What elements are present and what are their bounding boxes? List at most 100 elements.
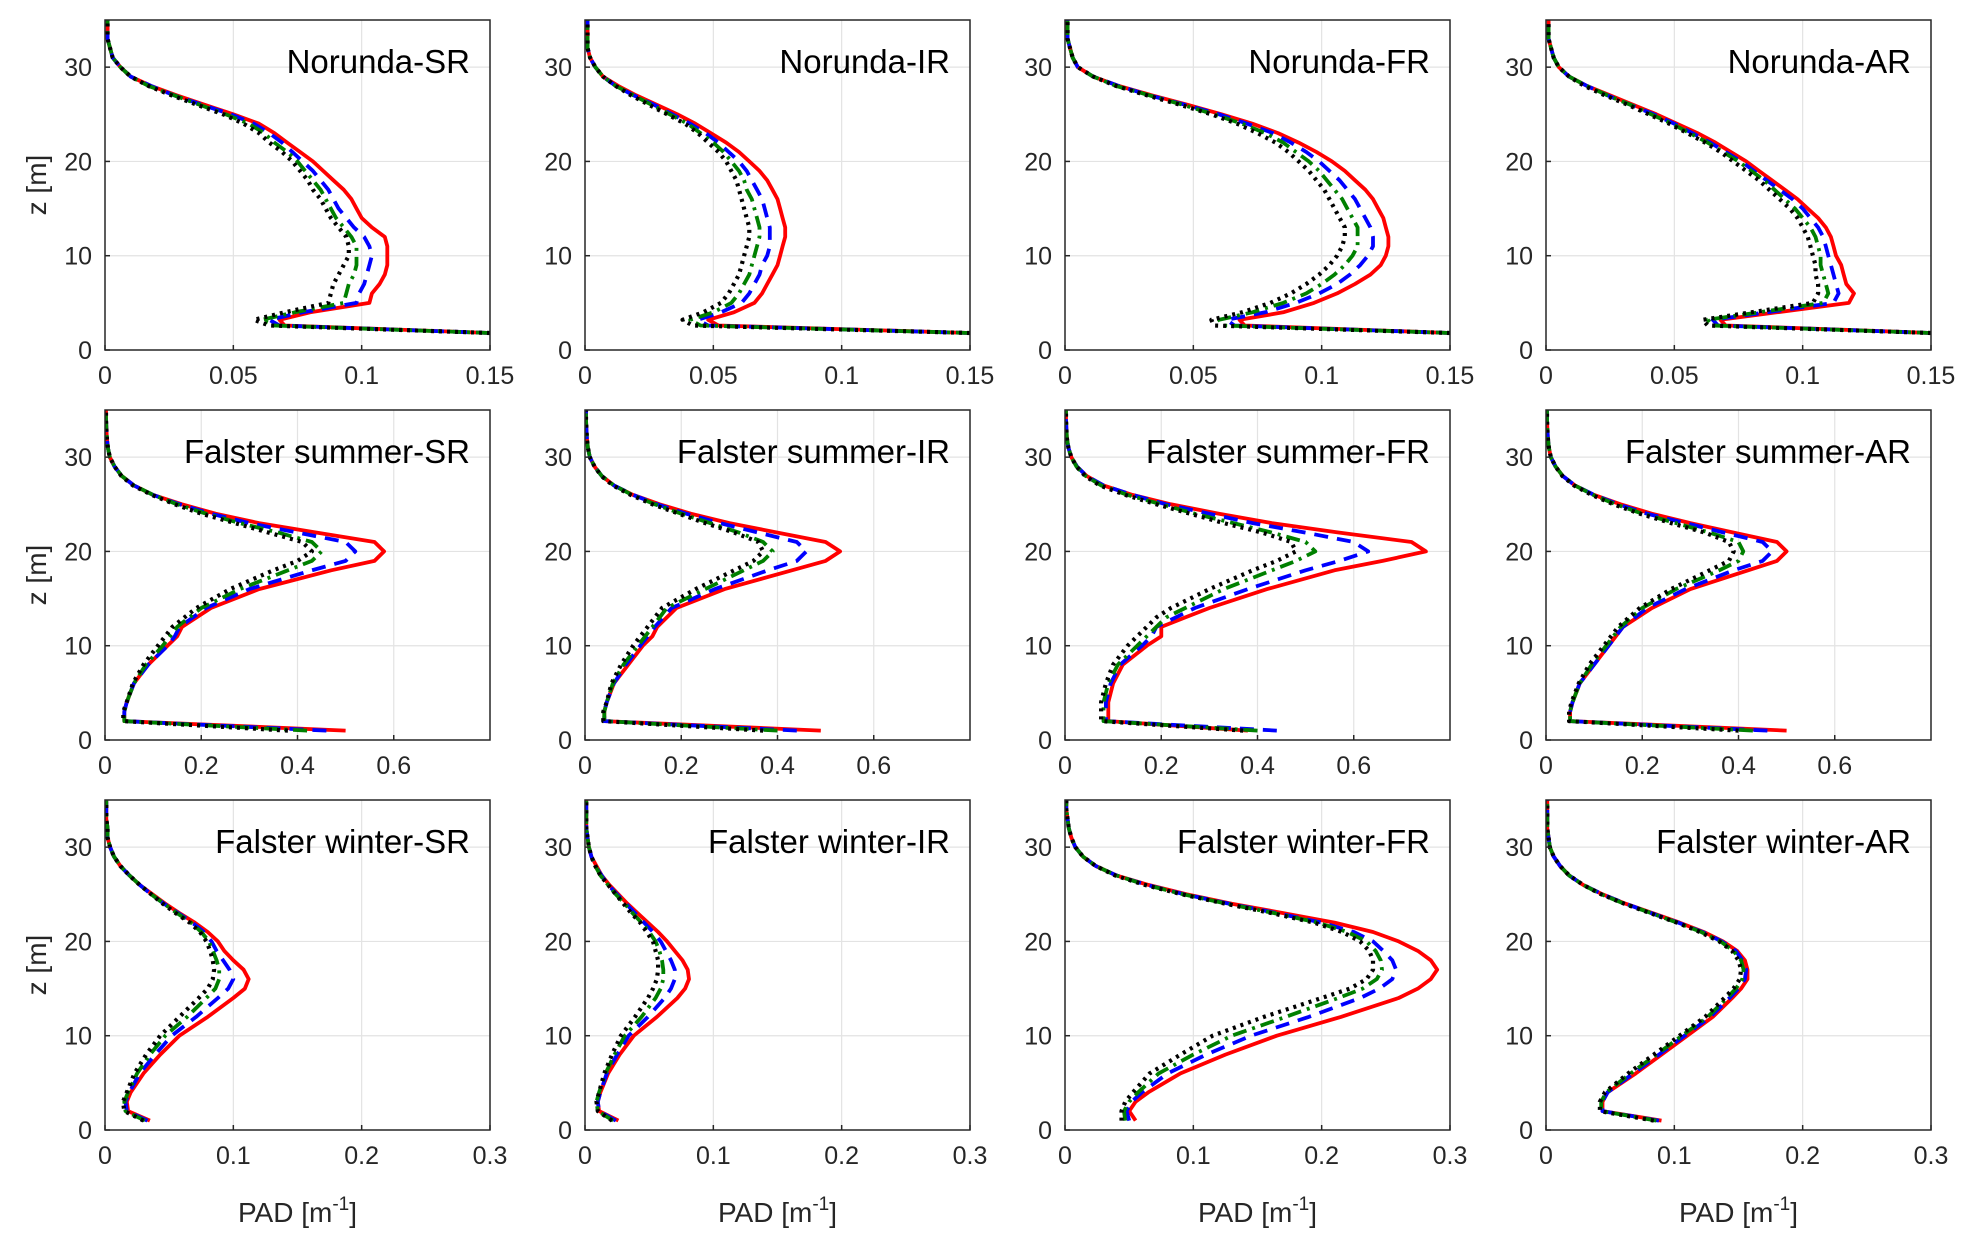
axes-frame (104, 19, 491, 351)
y-tick-label: 20 (64, 148, 92, 176)
x-tick-label: 0.6 (1817, 752, 1852, 780)
panel-title: Falster summer-SR (184, 433, 470, 470)
axes-frame (1545, 19, 1932, 351)
plot-area (105, 20, 490, 350)
plot-area (105, 800, 490, 1130)
x-tick-label: 0 (1058, 752, 1072, 780)
x-tick-label: 0.2 (184, 752, 219, 780)
y-tick-label: 30 (64, 54, 92, 82)
x-tick-label: 0.1 (216, 1142, 251, 1170)
x-tick-label: 0.2 (1144, 752, 1179, 780)
x-axis-label: PAD [m-1] (238, 1194, 357, 1228)
axes-frame (104, 799, 491, 1131)
y-tick-label: 0 (1519, 727, 1533, 755)
y-axis-label: z [m] (21, 155, 52, 216)
x-tick-label: 0.3 (953, 1142, 988, 1170)
panel-title: Falster winter-SR (215, 823, 470, 860)
panel-title: Norunda-SR (287, 43, 470, 80)
y-tick-label: 20 (544, 928, 572, 956)
y-tick-label: 20 (1505, 928, 1533, 956)
plot-area (585, 20, 970, 350)
x-tick-label: 0.1 (1785, 362, 1820, 390)
series-line-s4 (105, 410, 314, 733)
x-tick-label: 0 (1539, 1142, 1553, 1170)
x-tick-label: 0.05 (689, 362, 738, 390)
y-tick-label: 0 (78, 1117, 92, 1145)
y-tick-label: 10 (64, 243, 92, 271)
y-tick-label: 30 (544, 444, 572, 472)
panel-title: Falster summer-AR (1625, 433, 1911, 470)
panel-2-1: 0 0.1 0.2 0.3 0 10 20 30 Falster winter-IR PAD [m… (544, 799, 988, 1228)
y-tick-label: 30 (1505, 444, 1533, 472)
axes-frame (1064, 19, 1451, 351)
panel-0-1: 0 0.05 0.1 0.15 0 10 20 30 Norunda-IR (544, 19, 994, 390)
x-tick-label: 0.6 (376, 752, 411, 780)
series-line-s4 (1546, 800, 1744, 1123)
panel-2-3: 0 0.1 0.2 0.3 0 10 20 30 Falster winter-AR PAD [m… (1505, 799, 1949, 1228)
series-line-s4 (1065, 20, 1450, 336)
y-tick-label: 10 (1024, 1023, 1052, 1051)
y-axis-label: z [m] (21, 935, 52, 996)
x-tick-label: 0.3 (1433, 1142, 1468, 1170)
y-tick-label: 20 (64, 928, 92, 956)
x-tick-label: 0.2 (1785, 1142, 1820, 1170)
y-tick-label: 30 (544, 54, 572, 82)
y-axis-label: z [m] (21, 545, 52, 606)
y-tick-label: 20 (1024, 538, 1052, 566)
x-tick-label: 0.05 (1650, 362, 1699, 390)
x-tick-label: 0 (578, 752, 592, 780)
x-tick-label: 0.1 (1304, 362, 1339, 390)
series-line-s4 (105, 800, 217, 1123)
panel-0-0: 0 0.05 0.1 0.15 0 10 20 30 Norunda-SR z [m] (21, 19, 514, 390)
y-tick-label: 10 (64, 633, 92, 661)
panel-1-1: 0 0.2 0.4 0.6 0 10 20 30 Falster summer-IR (544, 409, 971, 780)
x-axis-label: PAD [m-1] (1198, 1194, 1317, 1228)
y-tick-label: 20 (544, 538, 572, 566)
y-tick-label: 30 (1505, 834, 1533, 862)
x-tick-label: 0 (1539, 752, 1553, 780)
series-line-s2 (585, 800, 677, 1123)
x-tick-label: 0.05 (209, 362, 258, 390)
y-tick-label: 0 (78, 337, 92, 365)
panel-1-2: 0 0.2 0.4 0.6 0 10 20 30 Falster summer-FR (1024, 409, 1451, 780)
y-tick-label: 20 (1505, 148, 1533, 176)
y-tick-label: 30 (1024, 54, 1052, 82)
y-tick-label: 0 (1519, 1117, 1533, 1145)
x-tick-label: 0.1 (824, 362, 859, 390)
y-tick-label: 20 (1024, 148, 1052, 176)
x-tick-label: 0.4 (1240, 752, 1275, 780)
x-tick-label: 0.1 (696, 1142, 731, 1170)
x-tick-label: 0 (1058, 1142, 1072, 1170)
x-tick-label: 0.2 (1625, 752, 1660, 780)
x-tick-label: 0 (98, 362, 112, 390)
plot-area (1546, 20, 1931, 350)
y-tick-label: 0 (1519, 337, 1533, 365)
plot-area (1065, 20, 1450, 350)
plot-area (585, 800, 970, 1130)
x-axis-label: PAD [m-1] (718, 1194, 837, 1228)
x-tick-label: 0.2 (344, 1142, 379, 1170)
y-tick-label: 0 (78, 727, 92, 755)
x-tick-label: 0.1 (344, 362, 379, 390)
series-line-s3 (585, 20, 970, 335)
x-tick-label: 0.3 (1914, 1142, 1949, 1170)
series-line-s3 (105, 800, 222, 1123)
series-line-s2 (1546, 410, 1775, 733)
x-tick-label: 0.4 (1721, 752, 1756, 780)
y-tick-label: 30 (544, 834, 572, 862)
y-tick-label: 10 (1024, 633, 1052, 661)
axes-frame (1545, 799, 1932, 1131)
x-axis-label: PAD [m-1] (1679, 1194, 1798, 1228)
axes-frame (1064, 799, 1451, 1131)
x-tick-label: 0.4 (760, 752, 795, 780)
panel-1-0: 0 0.2 0.4 0.6 0 10 20 30 Falster summer-SR z [m] (21, 409, 491, 780)
y-tick-label: 20 (64, 538, 92, 566)
series-line-s4 (1546, 410, 1739, 733)
y-tick-label: 30 (1024, 444, 1052, 472)
plot-area (1065, 800, 1450, 1130)
series-line-s3 (585, 410, 778, 733)
x-tick-label: 0.2 (824, 1142, 859, 1170)
y-tick-label: 10 (544, 1023, 572, 1051)
y-tick-label: 0 (1038, 1117, 1052, 1145)
